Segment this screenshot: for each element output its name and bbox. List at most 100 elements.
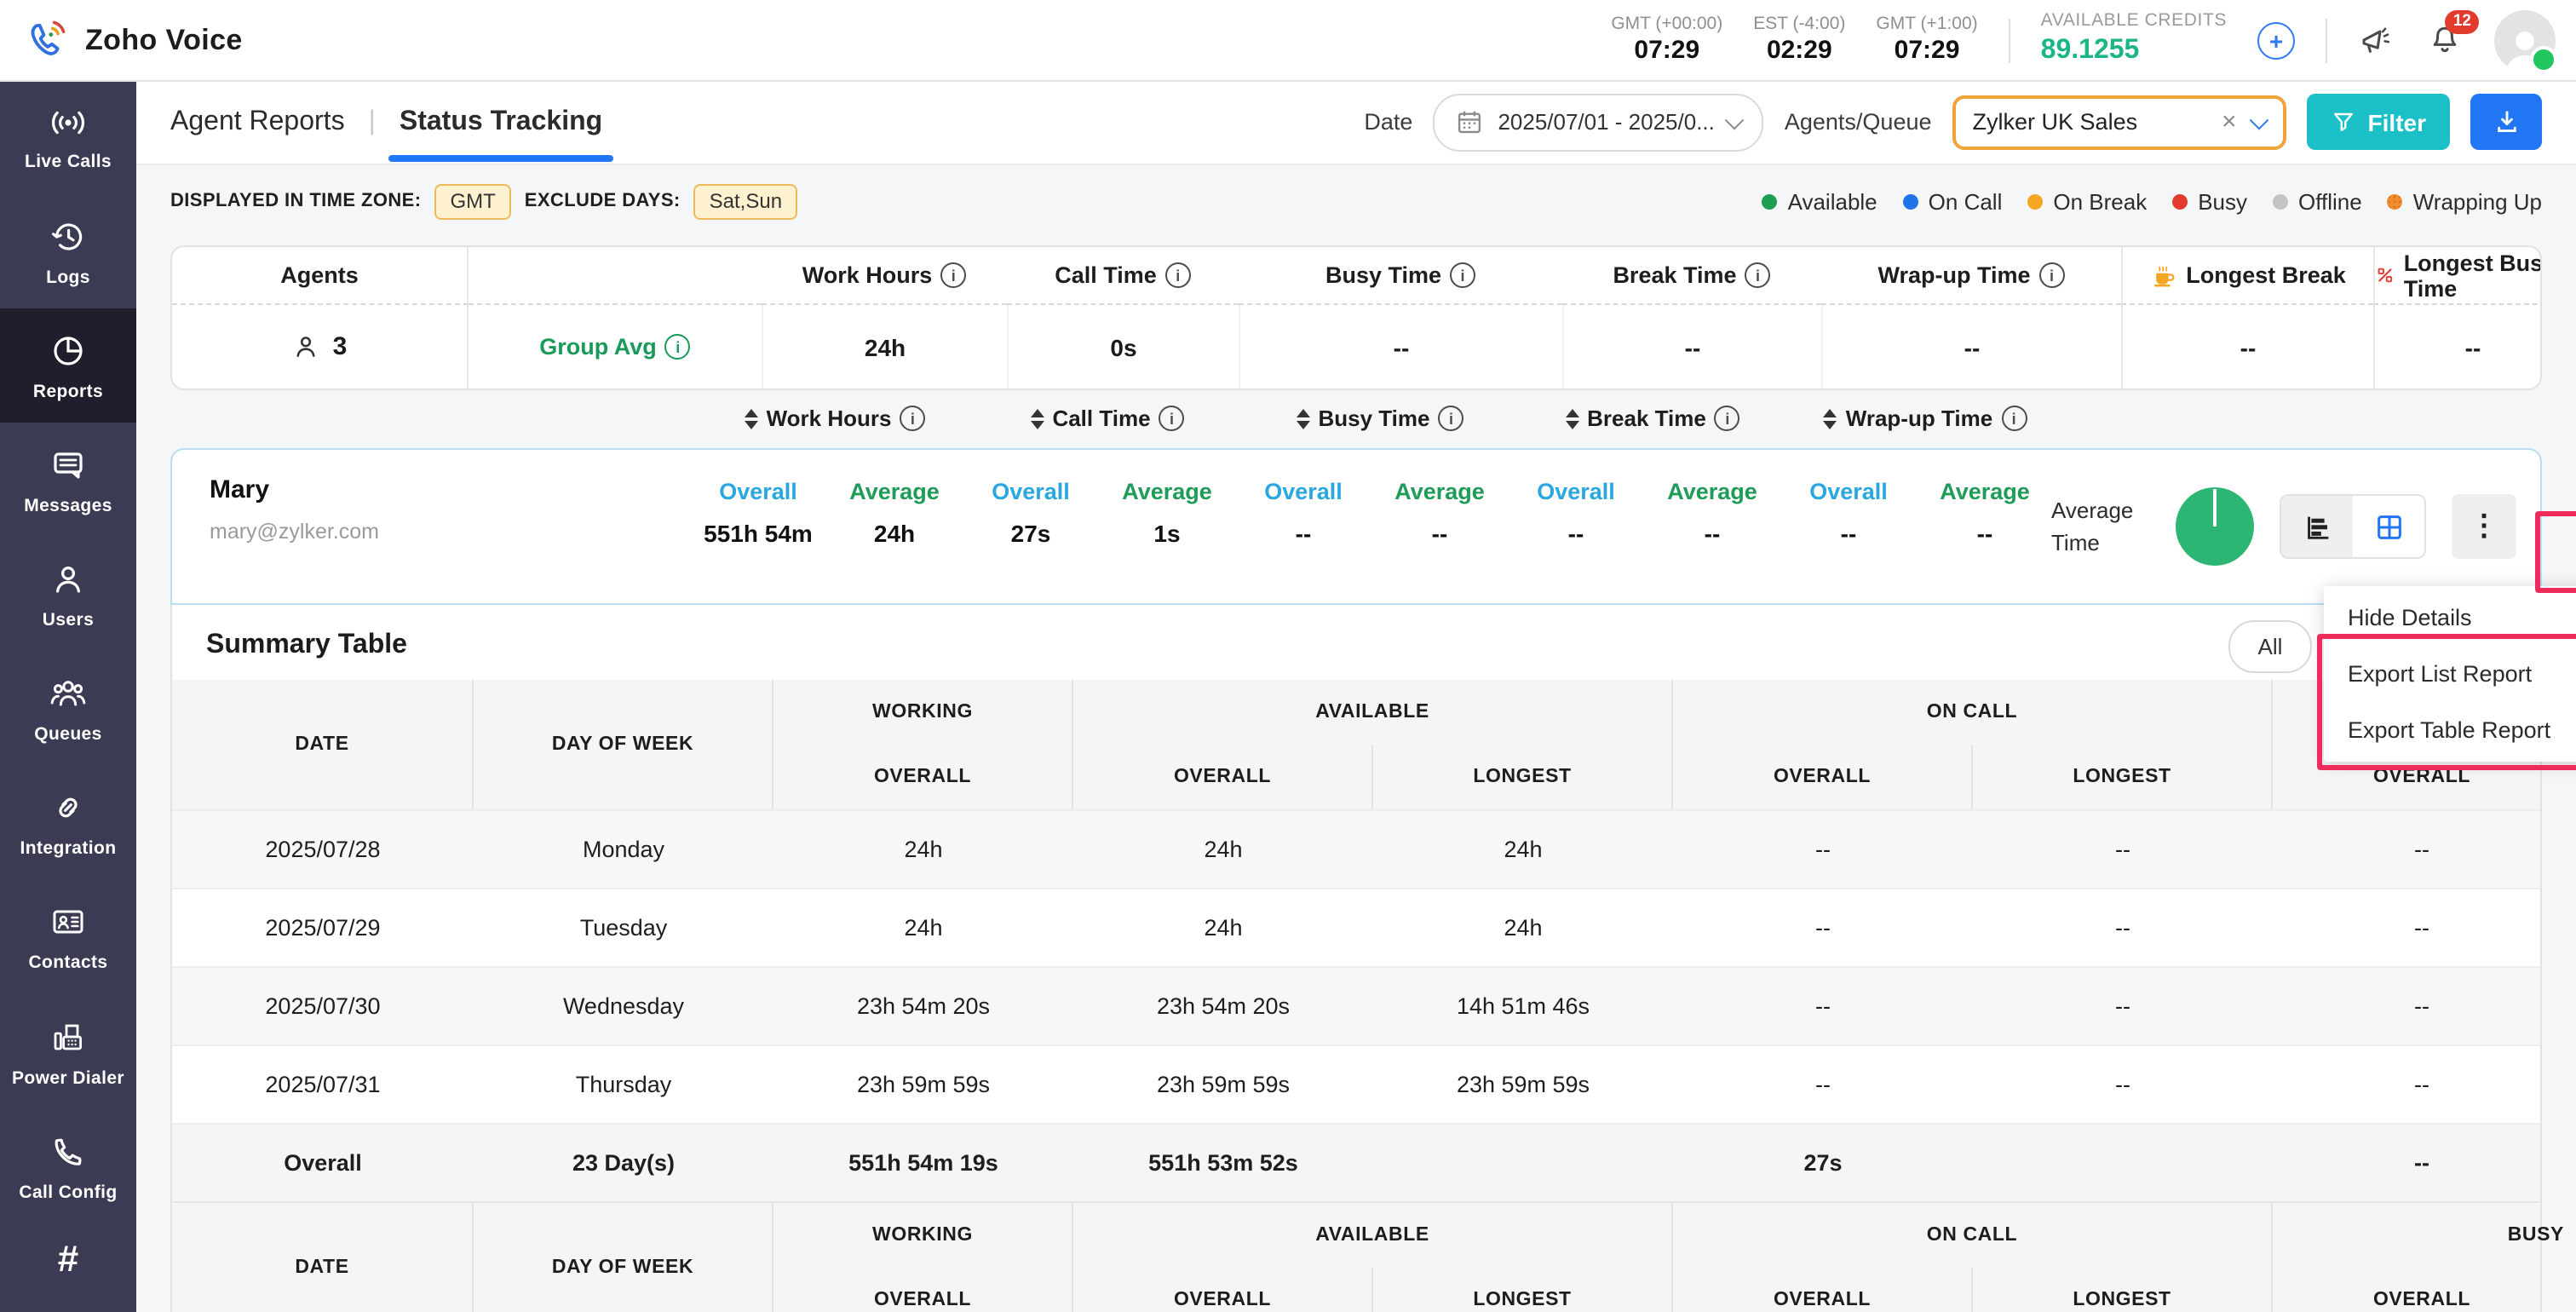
status-dot: [1903, 193, 1918, 209]
legend-label: Offline: [2298, 188, 2362, 214]
info-icon[interactable]: i: [2001, 406, 2027, 431]
header-spacer: [469, 247, 762, 305]
online-status-dot: [2530, 45, 2557, 72]
announcements-button[interactable]: [2358, 21, 2395, 59]
sort-wrapup-time[interactable]: Wrap-up Timei: [1789, 406, 2061, 431]
sidebar-item-logs[interactable]: Logs: [0, 194, 136, 308]
sidebar-item-reports[interactable]: Reports: [0, 309, 136, 423]
sort-label: Busy Time: [1318, 406, 1429, 431]
sidebar-item-queues[interactable]: Queues: [0, 652, 136, 766]
info-icon[interactable]: i: [2039, 262, 2065, 288]
info-icon[interactable]: i: [1715, 406, 1740, 431]
download-report-button[interactable]: [2470, 94, 2542, 150]
clock-zone: EST (-4:00): [1753, 13, 1845, 35]
divider: [2009, 18, 2010, 62]
filter-bar: Date 2025/07/01 - 2025/0... Agents/Queue…: [1364, 93, 2542, 151]
agent-count-cell: 3: [172, 305, 469, 388]
sort-arrows-icon: [1824, 408, 1837, 429]
available-longest-cell: 14h 51m 46s: [1373, 968, 1673, 1044]
legend-offline: Offline: [2273, 188, 2362, 214]
more-options-kebab-button[interactable]: ⋮: [2452, 494, 2516, 559]
range-filter-dropdown[interactable]: All: [2228, 620, 2312, 673]
sidebar-item-power-dialer[interactable]: Power Dialer: [0, 995, 136, 1109]
menu-item-export-list-report[interactable]: Export List Report: [2324, 646, 2576, 702]
clear-selection-icon[interactable]: ×: [2222, 107, 2237, 136]
info-icon[interactable]: i: [900, 406, 925, 431]
sort-call-time[interactable]: Call Timei: [971, 406, 1244, 431]
timezone-info: DISPLAYED IN TIME ZONE: GMT EXCLUDE DAYS…: [170, 183, 797, 219]
summary-title-row: Summary Table All: [172, 605, 2540, 680]
sidebar-item-messages[interactable]: Messages: [0, 423, 136, 538]
date-range-picker[interactable]: 2025/07/01 - 2025/0...: [1433, 93, 1763, 151]
tab-status-tracking[interactable]: Status Tracking: [400, 106, 602, 137]
table-row[interactable]: 2025/07/30 Wednesday 23h 54m 20s 23h 54m…: [172, 966, 2540, 1044]
table-row[interactable]: 2025/07/29 Tuesday 24h 24h 24h -- -- --: [172, 888, 2540, 966]
status-dot: [2388, 193, 2403, 209]
col-header-break-time: Break Timei: [1562, 247, 1821, 305]
sidebar-item-dial-pad[interactable]: #: [0, 1224, 136, 1312]
subheader-available-overall: OVERALL: [1073, 1268, 1373, 1312]
header-label: Work Hours: [802, 262, 933, 288]
status-legend: Available On Call On Break Busy Offline …: [1762, 188, 2542, 214]
app-logo[interactable]: Zoho Voice: [0, 17, 243, 63]
tab-agent-reports[interactable]: Agent Reports: [170, 106, 345, 137]
working-overall-cell: 24h: [773, 889, 1073, 966]
day-cell: Tuesday: [474, 889, 773, 966]
clock-est: EST (-4:00) 02:29: [1753, 13, 1845, 67]
sidebar-item-label: Queues: [34, 724, 101, 745]
sidebar-item-users[interactable]: Users: [0, 538, 136, 652]
contacts-card-icon: [48, 902, 89, 943]
info-icon[interactable]: i: [1745, 262, 1771, 288]
sidebar-item-call-config[interactable]: Call Config: [0, 1109, 136, 1223]
menu-item-export-table-report[interactable]: Export Table Report: [2324, 702, 2576, 758]
agent-row-mary[interactable]: Mary mary@zylker.com Overall551h 54m Ave…: [170, 448, 2542, 605]
info-icon[interactable]: i: [1450, 262, 1475, 288]
exclude-days-chip[interactable]: Sat,Sun: [694, 183, 797, 219]
timezone-chip[interactable]: GMT: [434, 183, 510, 219]
user-avatar[interactable]: [2494, 9, 2556, 71]
view-toggle: [2280, 494, 2426, 559]
day-cell: Monday: [474, 811, 773, 888]
agents-queue-value: Zylker UK Sales: [1973, 109, 2222, 135]
sort-arrows-icon: [745, 408, 758, 429]
info-icon[interactable]: i: [1439, 406, 1464, 431]
date-cell: Overall: [172, 1125, 474, 1201]
table-row[interactable]: 2025/07/31 Thursday 23h 59m 59s 23h 59m …: [172, 1044, 2540, 1123]
table-row[interactable]: 2025/07/28 Monday 24h 24h 24h -- -- --: [172, 809, 2540, 888]
sort-label: Break Time: [1587, 406, 1706, 431]
info-icon[interactable]: i: [940, 262, 966, 288]
status-time-pie-chart[interactable]: [2176, 487, 2254, 566]
sort-break-time[interactable]: Break Time i: [1516, 406, 1789, 431]
notifications-button[interactable]: 12: [2426, 21, 2464, 59]
sidebar-item-integration[interactable]: Integration: [0, 767, 136, 881]
filter-button[interactable]: Filter: [2307, 94, 2450, 150]
funnel-icon: [2331, 109, 2356, 135]
person-icon: [292, 332, 321, 361]
date-cell: 2025/07/30: [172, 968, 474, 1044]
group-summary-table: Agents Work Hoursi Call Timei Busy Timei…: [170, 245, 2542, 390]
overall-label: Overall: [1537, 479, 1615, 504]
col-header-longest-break: Longest Break: [2121, 247, 2373, 305]
sort-busy-time[interactable]: Busy Time i: [1244, 406, 1516, 431]
app-window: Zoho Voice GMT (+00:00) 07:29 EST (-4:00…: [0, 0, 2576, 1312]
sidebar-item-live-calls[interactable]: Live Calls: [0, 80, 136, 194]
legend-available: Available: [1762, 188, 1877, 214]
info-icon[interactable]: i: [1165, 262, 1191, 288]
col-header-wrapup-time: Wrap-up Timei: [1821, 247, 2121, 305]
legend-on-call: On Call: [1903, 188, 2003, 214]
summary-table-title: Summary Table: [206, 630, 407, 661]
agents-queue-select[interactable]: Zylker UK Sales ×: [1952, 95, 2286, 149]
sort-work-hours[interactable]: Work Hoursi: [699, 406, 971, 431]
info-icon[interactable]: i: [665, 334, 691, 360]
menu-item-hide-details[interactable]: Hide Details: [2324, 590, 2576, 646]
table-view-button[interactable]: [2353, 496, 2424, 557]
summary-table-header-repeat: DATE DAY OF WEEK WORKING AVAILABLE ON CA…: [172, 1201, 2540, 1312]
add-credits-button[interactable]: +: [2257, 21, 2295, 59]
header-label: Longest Busy Time: [2404, 250, 2542, 301]
info-icon[interactable]: i: [1159, 406, 1185, 431]
legend-busy: Busy: [2172, 188, 2247, 214]
sidebar-item-contacts[interactable]: Contacts: [0, 881, 136, 995]
chart-view-button[interactable]: [2281, 496, 2353, 557]
average-value: --: [1432, 520, 1448, 547]
available-longest-cell: 24h: [1373, 889, 1673, 966]
